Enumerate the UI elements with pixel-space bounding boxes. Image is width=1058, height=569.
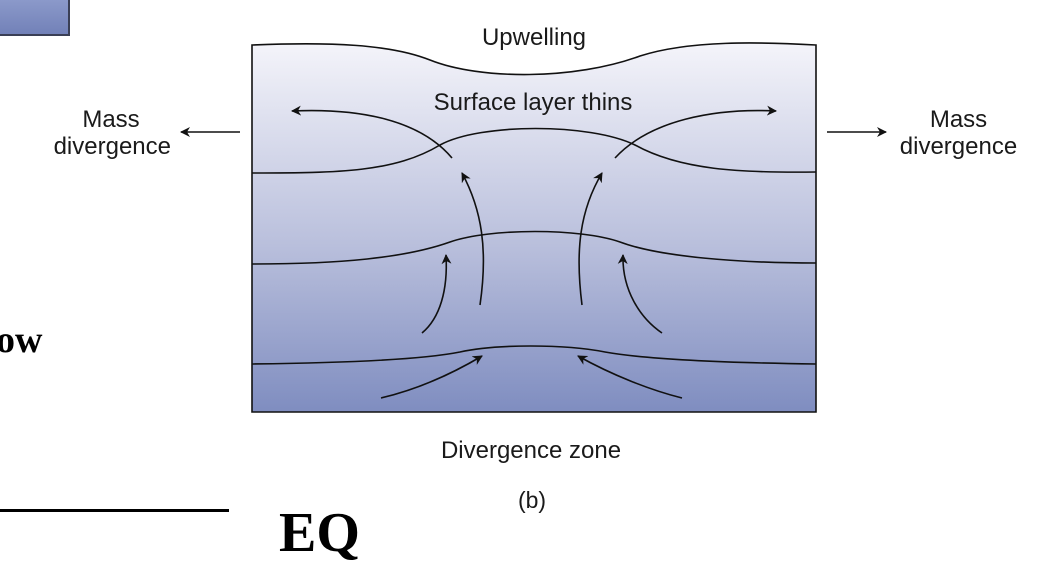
surface-arrow-right: [614, 105, 777, 159]
partial-slide-word: ow: [0, 319, 43, 361]
density-layers: [251, 127, 817, 365]
upwelling-title: Upwelling: [481, 24, 587, 51]
up-arrow-inner-left: [461, 172, 485, 306]
left-label-line1: Mass: [82, 106, 140, 133]
layer-line-3: [251, 345, 817, 365]
equator-line: [0, 509, 229, 512]
left-label-line2: divergence: [53, 133, 171, 160]
flow-arrows: [180, 105, 887, 399]
right-mass-divergence-label: Mass divergence: [896, 106, 1021, 160]
bottom-arrow-left: [380, 355, 483, 399]
up-arrow-mid-right: [617, 254, 663, 334]
up-arrow-inner-right: [578, 172, 603, 306]
bottom-arrow-right: [577, 355, 683, 399]
divergence-zone-label: Divergence zone: [440, 437, 622, 464]
equator-label: EQ: [279, 502, 360, 564]
up-arrow-mid-left: [421, 254, 452, 334]
right-label-line2: divergence: [899, 133, 1018, 160]
surface-arrow-left: [291, 105, 453, 159]
layer-line-2: [251, 230, 817, 265]
water-body: [251, 42, 817, 413]
surface-layer-label: Surface layer thins: [433, 89, 633, 116]
panel-label: (b): [517, 487, 547, 513]
right-label-line1: Mass: [929, 106, 988, 133]
slide-bullet-square: [0, 0, 70, 36]
layer-line-1: [251, 127, 817, 174]
left-mass-divergence-label: Mass divergence: [51, 106, 171, 160]
